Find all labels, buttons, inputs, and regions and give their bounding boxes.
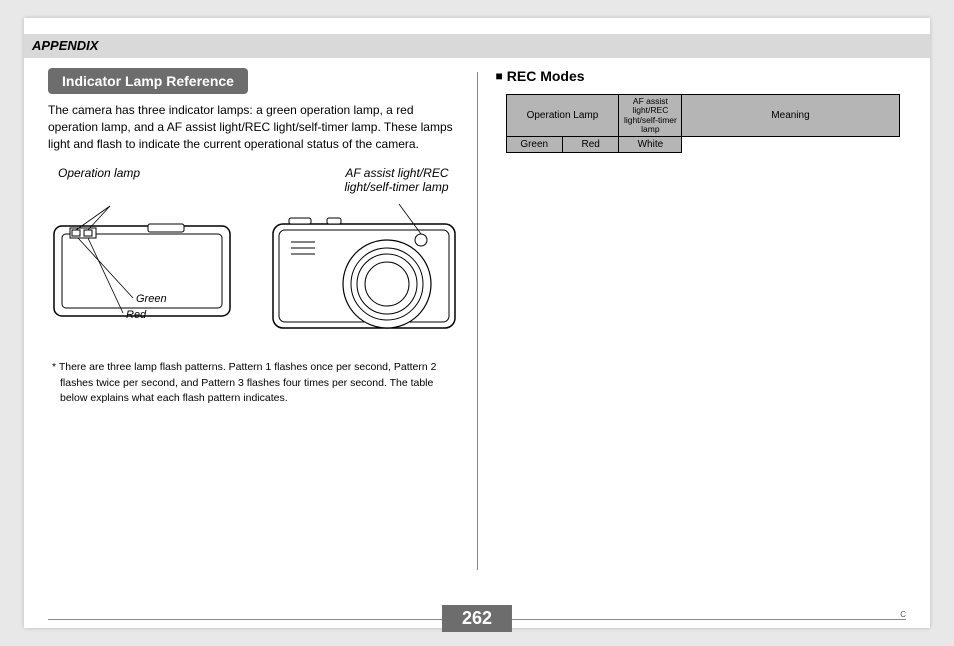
content-columns: Indicator Lamp Reference The camera has … <box>48 68 906 578</box>
diagram-label-red: Red <box>126 309 147 321</box>
page-footer: 262 C <box>24 619 930 620</box>
footer-corner-mark: C <box>900 610 906 619</box>
camera-front-diagram <box>269 198 459 348</box>
rec-modes-table: Operation Lamp AF assist light/REC light… <box>506 94 900 153</box>
subcol-white: White <box>619 137 682 153</box>
diagram-labels: Operation lamp AF assist light/REC light… <box>48 166 459 194</box>
subcol-red: Red <box>562 137 618 153</box>
left-column: Indicator Lamp Reference The camera has … <box>48 68 459 578</box>
camera-diagrams: Green Red <box>48 198 459 348</box>
column-divider <box>477 72 478 570</box>
table-head: Operation Lamp AF assist light/REC light… <box>506 95 899 153</box>
col-meaning: Meaning <box>682 95 899 137</box>
diagram-label-green: Green <box>136 293 167 305</box>
label-operation-lamp: Operation lamp <box>58 166 140 194</box>
rec-modes-heading: ■REC Modes <box>496 68 907 84</box>
camera-top-diagram: Green Red <box>48 198 238 348</box>
label-af-lamp: AF assist light/REC light/self-timer lam… <box>344 166 448 194</box>
intro-paragraph: The camera has three indicator lamps: a … <box>48 102 459 152</box>
page: APPENDIX Indicator Lamp Reference The ca… <box>24 18 930 628</box>
col-operation-lamp: Operation Lamp <box>506 95 619 137</box>
section-header-text: APPENDIX <box>32 38 98 53</box>
footer-rule: 262 C <box>48 619 906 620</box>
footnote: There are three lamp flash patterns. Pat… <box>48 360 459 406</box>
subcol-green: Green <box>506 137 562 153</box>
col-af-lamp: AF assist light/REC light/self-timer lam… <box>619 95 682 137</box>
section-header-bar: APPENDIX <box>24 34 930 58</box>
section-title-pill: Indicator Lamp Reference <box>48 68 248 94</box>
page-number: 262 <box>442 605 512 632</box>
right-column: ■REC Modes Operation Lamp AF assist ligh… <box>496 68 907 578</box>
square-bullet-icon: ■ <box>496 69 503 83</box>
